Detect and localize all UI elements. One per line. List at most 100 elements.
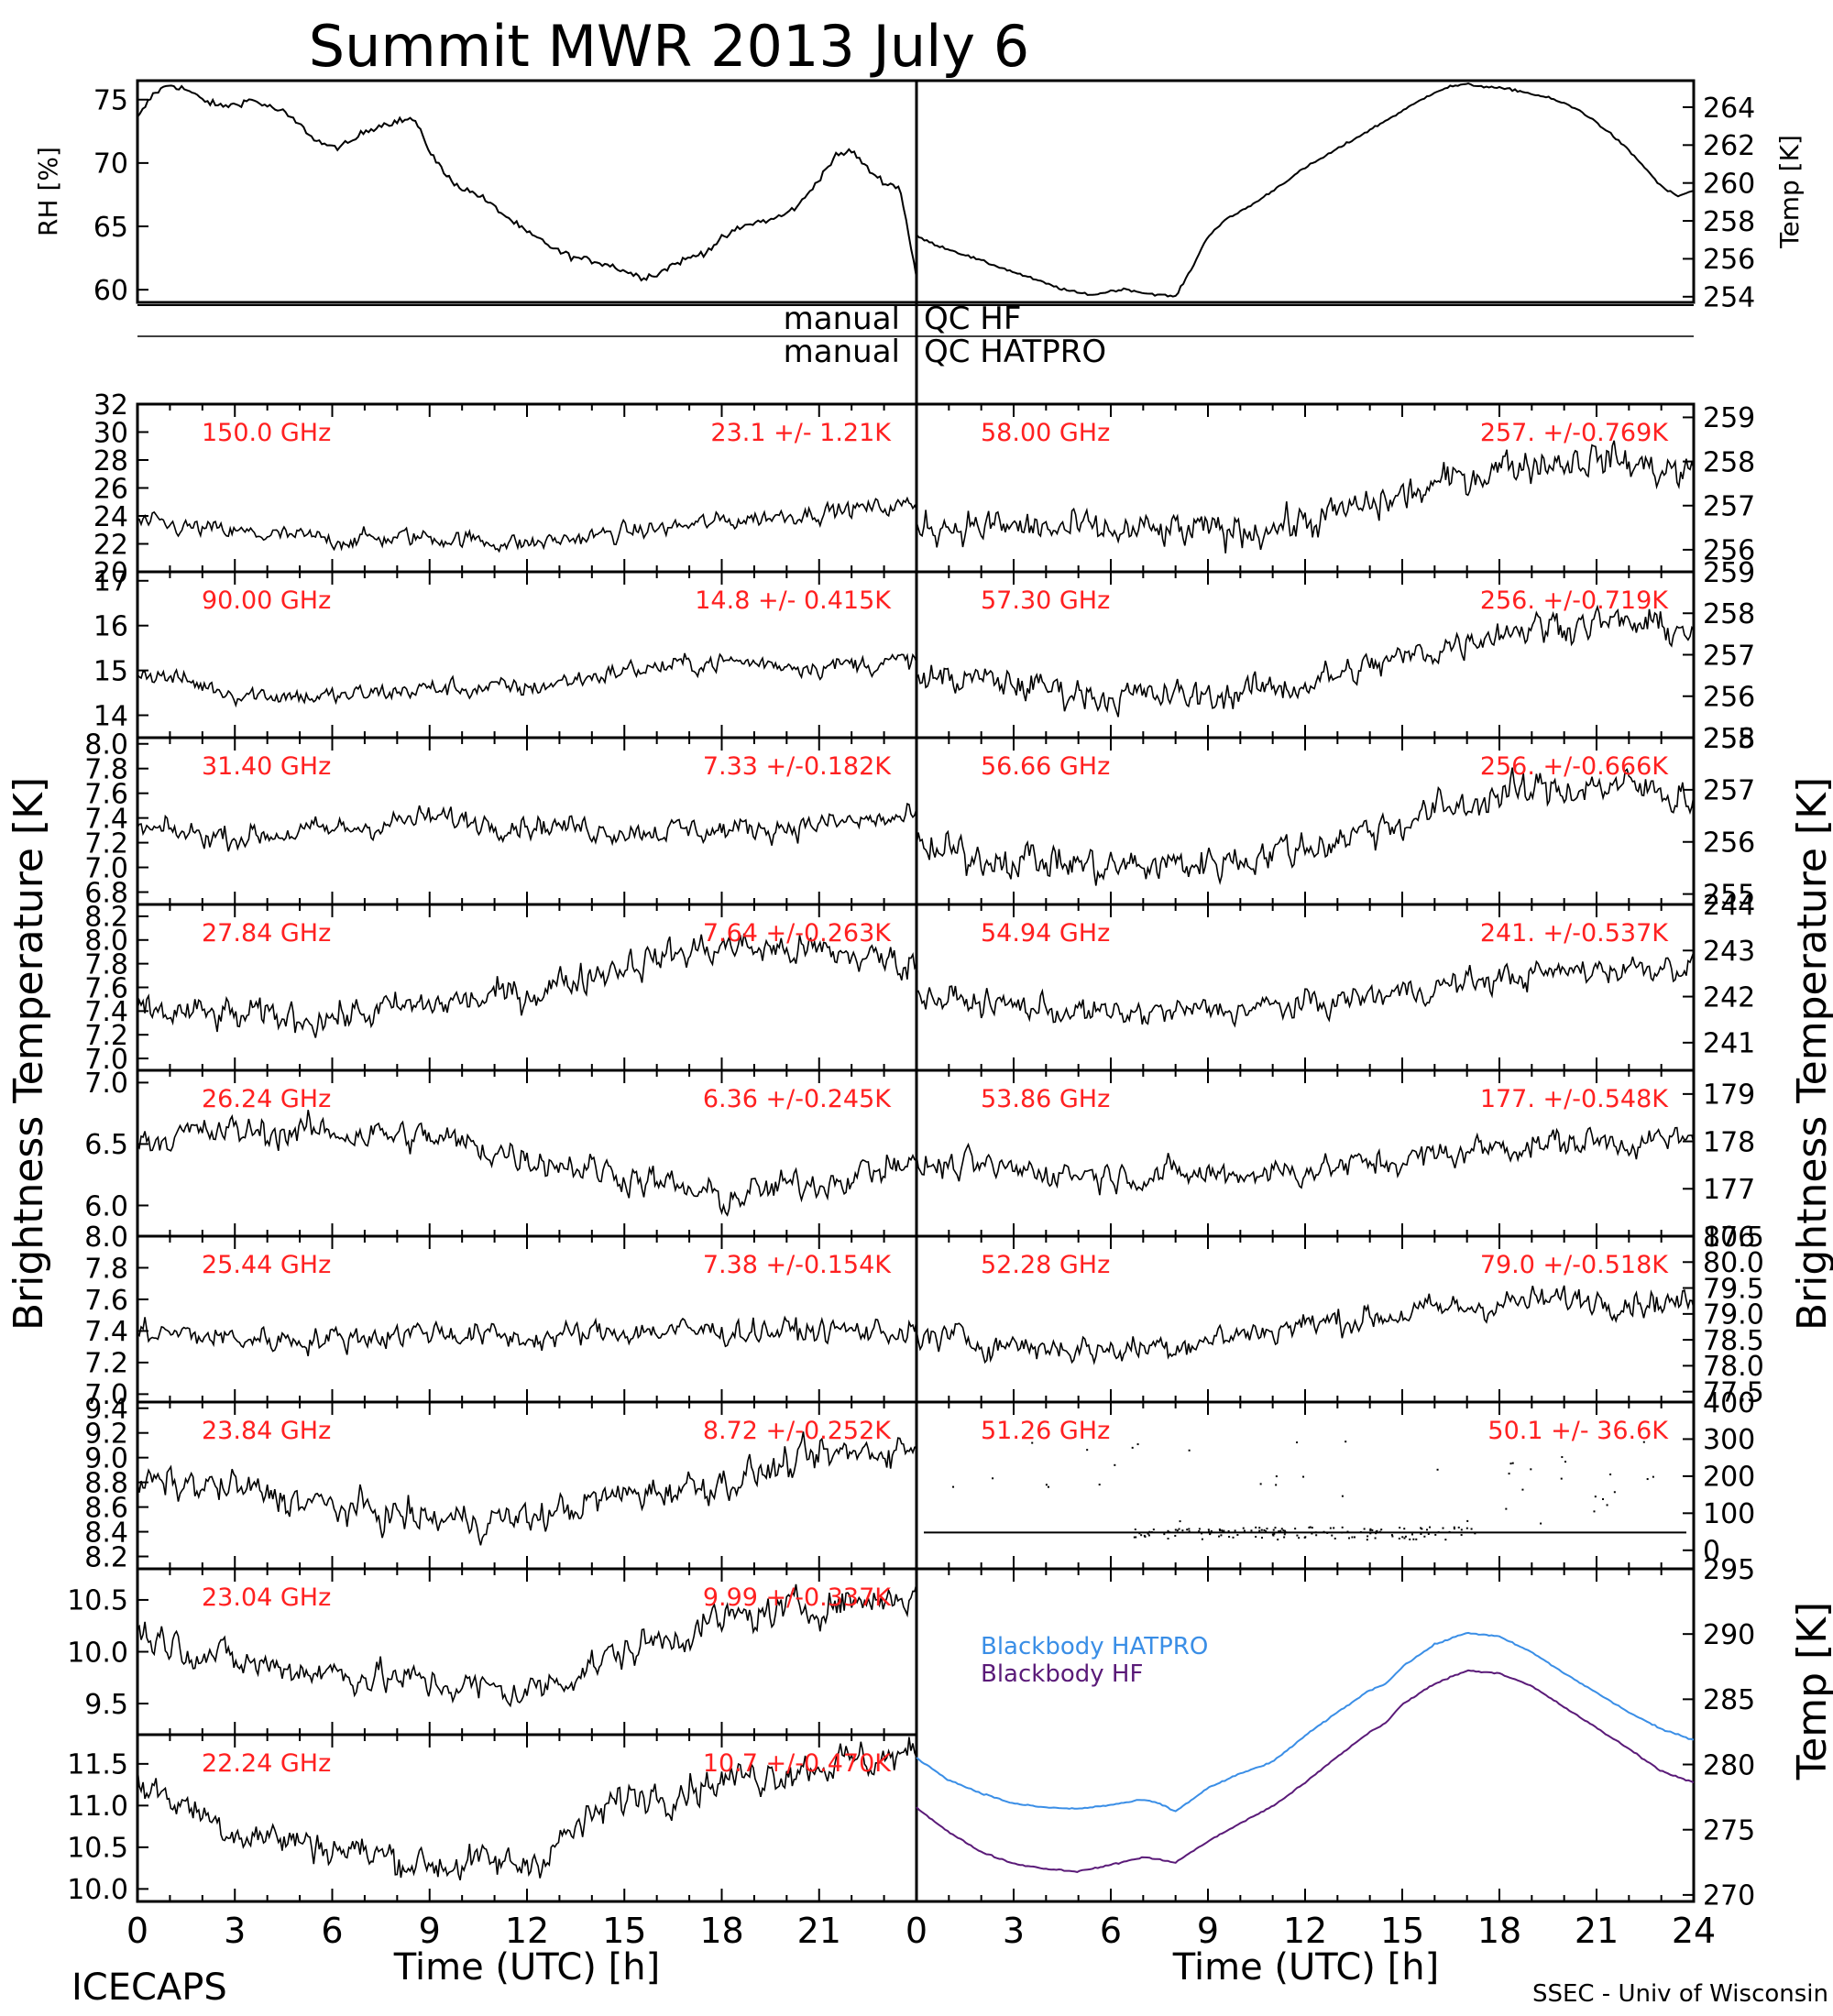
y-tick-label: 7.0 <box>84 1379 128 1411</box>
scatter-point <box>1278 1530 1280 1533</box>
scatter-point <box>1448 1530 1451 1533</box>
x-tick-label: 21 <box>1575 1911 1619 1951</box>
temp-ylabel: Temp [K] <box>1774 135 1805 249</box>
y-tick-label: 290 <box>1703 1619 1755 1651</box>
scatter-point <box>1369 1528 1372 1530</box>
scatter-point <box>1561 1456 1564 1459</box>
scatter-point <box>1505 1507 1508 1510</box>
scatter-point <box>1457 1526 1460 1528</box>
trace-line-hf-22-24 <box>137 1737 917 1881</box>
scatter-point <box>1398 1538 1400 1540</box>
y-tick-label: 100 <box>1703 1498 1755 1530</box>
scatter-point <box>1302 1475 1305 1478</box>
scatter-point <box>1564 1461 1567 1463</box>
scatter-point <box>1174 1528 1177 1531</box>
scatter-point <box>1275 1484 1278 1486</box>
scatter-point <box>1409 1538 1411 1540</box>
rh-line <box>137 84 917 282</box>
scatter-point <box>1255 1536 1257 1539</box>
scatter-point <box>1470 1528 1473 1530</box>
stat-label: 14.8 +/- 0.415K <box>695 586 892 615</box>
y-tick-label: 6.8 <box>84 877 128 909</box>
y-tick-label: 243 <box>1703 936 1755 968</box>
x-ticks <box>137 404 917 572</box>
y-tick-label: 257 <box>1703 640 1755 672</box>
y-tick-label: 256 <box>1703 682 1755 714</box>
scatter-point <box>1420 1532 1422 1535</box>
scatter-point <box>1298 1537 1301 1539</box>
scatter-point <box>1258 1527 1261 1529</box>
scatter-point <box>1188 1449 1191 1452</box>
y-tick-label: 258 <box>1703 206 1755 238</box>
scatter-point <box>1259 1483 1262 1485</box>
trace-hatpro-54-94 <box>916 951 1695 1028</box>
freq-label: 25.44 GHz <box>202 1251 331 1279</box>
y-tick-label: 257 <box>1703 775 1755 807</box>
x-tick-label: 9 <box>419 1911 441 1951</box>
y-tick-label: 7.4 <box>84 1316 128 1348</box>
freq-label: 31.40 GHz <box>202 752 331 781</box>
scatter-point <box>1403 1528 1406 1530</box>
y-tick-label: 7.8 <box>84 948 128 981</box>
scatter-point <box>1208 1530 1211 1533</box>
scatter-point <box>1174 1534 1177 1537</box>
y-tick-label: 300 <box>1703 1424 1755 1456</box>
scatter-point <box>1652 1475 1654 1478</box>
trace-line-hatpro-53-86 <box>916 1126 1695 1196</box>
y-tick-label: 78.5 <box>1703 1325 1764 1357</box>
scatter-point <box>1210 1529 1213 1532</box>
y-tick-label: 270 <box>1703 1880 1755 1912</box>
y-tick-label: 8.0 <box>84 1222 128 1254</box>
y-tick-label: 7.8 <box>84 754 128 786</box>
y-tick-label: 259 <box>1703 557 1755 589</box>
y-axis-blackbody: 270 275 280 285 290 295 <box>1683 1554 1755 1912</box>
y-tick-label: 8.4 <box>84 1517 128 1549</box>
scatter-point <box>1279 1529 1282 1532</box>
scatter-point <box>1031 1441 1034 1444</box>
trace-hf-25 <box>137 1315 917 1357</box>
scatter-point <box>1144 1536 1147 1539</box>
scatter-point <box>1442 1527 1444 1529</box>
scatter-point <box>1399 1527 1401 1529</box>
scatter-point <box>1308 1526 1311 1528</box>
scatter-point <box>1282 1529 1285 1532</box>
y-tick-label: 8.6 <box>84 1492 128 1524</box>
x-tick-label: 9 <box>1197 1911 1219 1951</box>
y-tick-label: 241 <box>1703 1028 1755 1060</box>
y-tick-label: 80.0 <box>1703 1247 1764 1279</box>
scatter-point <box>1366 1539 1368 1541</box>
y-axis-hatpro-57-30: 255 256 257 258 259 <box>1683 557 1755 755</box>
scatter-point <box>1188 1528 1191 1530</box>
y-tick-label: 70 <box>93 148 128 181</box>
scatter-point <box>1466 1519 1469 1522</box>
freq-label: 27.84 GHz <box>202 919 331 948</box>
y-tick-label: 9.0 <box>84 1442 128 1474</box>
scatter-point <box>1198 1528 1201 1530</box>
scatter-point <box>1223 1529 1225 1532</box>
scatter-point <box>1227 1529 1230 1532</box>
y-axis-hf-23-04: 9.5 10.0 10.5 <box>67 1585 148 1721</box>
footer-left: ICECAPS <box>71 1967 227 2009</box>
y-tick-label: 7.8 <box>84 1253 128 1285</box>
scatter-point <box>1152 1528 1155 1531</box>
blackbody-line-0 <box>916 1631 1695 1813</box>
y-tick-label: 7.6 <box>84 972 128 1004</box>
scatter-point <box>1341 1495 1344 1497</box>
scatter-point <box>1296 1534 1299 1537</box>
x-ticks <box>916 1569 1695 1901</box>
scatter-point <box>1412 1538 1415 1540</box>
scatter-point <box>1453 1526 1455 1528</box>
y-tick-label: 11.0 <box>67 1791 128 1823</box>
y-tick-label: 60 <box>93 275 128 307</box>
y-tick-label: 80.5 <box>1703 1222 1764 1254</box>
scatter-point <box>1401 1536 1404 1539</box>
scatter-point <box>1341 1526 1344 1528</box>
y-tick-label: 8.0 <box>84 729 128 761</box>
y-axis-hf-27: 7.07.27.47.67.88.08.2 <box>84 902 148 1076</box>
y-tick-label: 254 <box>1703 282 1755 314</box>
rh-ylabel: RH [%] <box>33 147 63 236</box>
scatter-point <box>1188 1530 1191 1533</box>
y-tick-label: 10.5 <box>67 1585 128 1617</box>
scatter-point <box>1303 1536 1306 1539</box>
